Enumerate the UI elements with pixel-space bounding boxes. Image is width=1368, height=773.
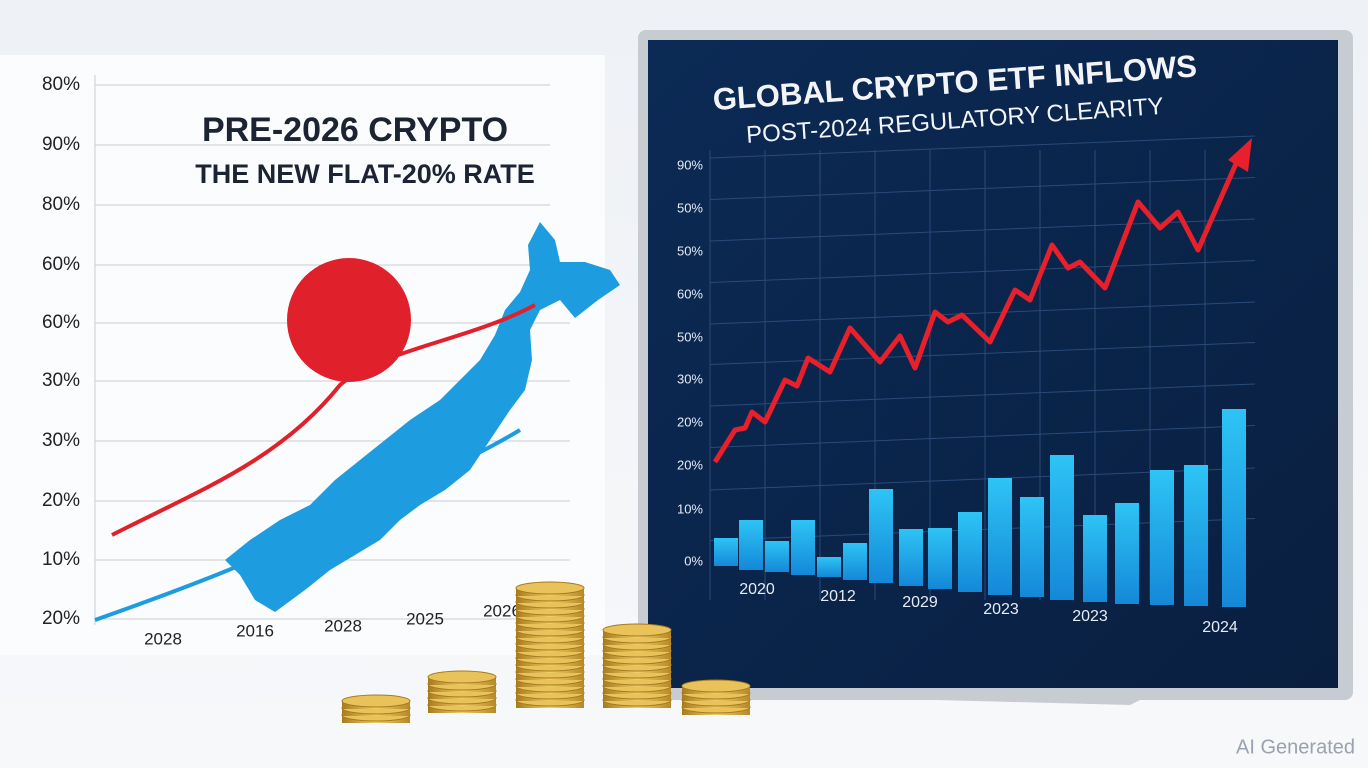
- bar: [739, 520, 763, 570]
- red-trend-line: [712, 148, 1245, 464]
- x-tick-label: 2012: [820, 588, 856, 605]
- bar: [714, 538, 738, 566]
- coin: [515, 581, 585, 595]
- x-tick-label: 2023: [1072, 608, 1108, 625]
- bar: [928, 528, 952, 589]
- y-tick-label: 60%: [42, 312, 80, 333]
- y-tick-label: 10%: [42, 549, 80, 570]
- y-tick-label: 30%: [677, 371, 703, 386]
- bar: [1150, 470, 1174, 605]
- y-tick-label: 20%: [677, 414, 703, 429]
- bar: [1222, 409, 1246, 607]
- coin: [341, 694, 411, 708]
- bar: [988, 478, 1012, 595]
- x-tick-label: 2029: [902, 594, 938, 611]
- red-trend-line: [111, 303, 536, 537]
- y-tick-label: 30%: [42, 430, 80, 451]
- x-tick-label: 2026: [483, 601, 521, 620]
- y-tick-label: 80%: [42, 194, 80, 215]
- x-tick-label: 2016: [236, 621, 274, 640]
- bar: [791, 520, 815, 575]
- grid-line: [709, 301, 1256, 325]
- grid-line: [709, 260, 1256, 283]
- arrow-head: [1228, 138, 1252, 172]
- watermark: AI Generated: [1236, 736, 1355, 758]
- y-tick-label: 0%: [684, 553, 703, 568]
- grid-line: [709, 342, 1256, 365]
- coin: [681, 679, 751, 693]
- y-tick-label: 60%: [42, 254, 80, 275]
- bar: [899, 529, 923, 586]
- y-tick-label: 50%: [677, 329, 703, 344]
- bar: [843, 543, 867, 580]
- y-tick-label: 20%: [42, 490, 80, 511]
- x-tick-label: 2025: [406, 609, 444, 628]
- x-tick-label: 2020: [739, 581, 775, 598]
- blue-trend-line: [94, 428, 522, 622]
- y-tick-label: 60%: [677, 286, 703, 301]
- y-tick-label: 50%: [677, 243, 703, 258]
- y-tick-label: 10%: [677, 501, 703, 516]
- japan-map: [225, 222, 620, 612]
- grid-line: [709, 135, 1256, 159]
- x-tick-label: 2024: [1202, 619, 1238, 636]
- bar: [1050, 455, 1074, 600]
- y-tick-label: 30%: [42, 370, 80, 391]
- grid-line: [709, 425, 1256, 448]
- bar: [817, 557, 841, 577]
- bar: [869, 489, 893, 583]
- sun-disc: [287, 258, 411, 382]
- x-tick-label: 2023: [983, 601, 1019, 618]
- grid-line: [709, 177, 1256, 200]
- x-tick-label: 2028: [324, 616, 362, 635]
- x-tick-label: 2028: [144, 629, 182, 648]
- left-title: PRE-2026 CRYPTO: [202, 111, 508, 149]
- grid-line: [709, 383, 1256, 407]
- y-tick-label: 90%: [42, 134, 80, 155]
- bar: [1020, 497, 1044, 597]
- bar: [1083, 515, 1107, 602]
- bar: [1184, 465, 1208, 606]
- y-tick-label: 20%: [42, 608, 80, 629]
- coin: [427, 670, 497, 684]
- bar: [1115, 503, 1139, 604]
- y-tick-label: 50%: [677, 200, 703, 215]
- y-tick-label: 80%: [42, 74, 80, 95]
- y-tick-label: 20%: [677, 457, 703, 472]
- coin: [602, 623, 672, 637]
- bar: [958, 512, 982, 592]
- bar: [765, 541, 789, 572]
- left-subtitle: THE NEW FLAT-20% RATE: [195, 159, 535, 189]
- y-tick-label: 90%: [677, 157, 703, 172]
